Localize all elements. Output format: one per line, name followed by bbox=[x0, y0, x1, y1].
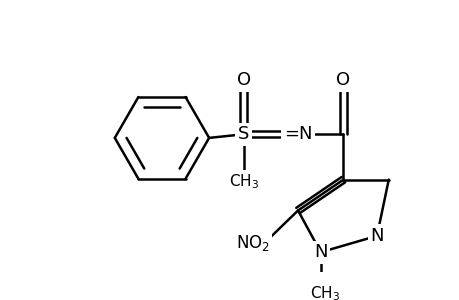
Text: CH$_3$: CH$_3$ bbox=[228, 172, 258, 191]
Text: CH$_3$: CH$_3$ bbox=[309, 285, 340, 300]
Text: S: S bbox=[237, 125, 249, 143]
Text: =N: =N bbox=[283, 125, 312, 143]
Text: NO$_2$: NO$_2$ bbox=[235, 233, 269, 253]
Text: O: O bbox=[336, 71, 350, 89]
Text: O: O bbox=[236, 71, 250, 89]
Text: N: N bbox=[369, 227, 383, 245]
Text: N: N bbox=[313, 243, 327, 261]
